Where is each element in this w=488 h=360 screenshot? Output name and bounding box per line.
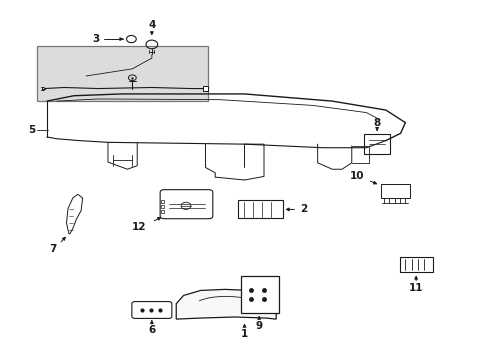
FancyBboxPatch shape: [160, 210, 163, 213]
Text: 3: 3: [92, 34, 99, 44]
Text: 10: 10: [349, 171, 363, 181]
Text: 2: 2: [300, 204, 307, 215]
Text: 6: 6: [148, 325, 155, 334]
Text: 12: 12: [131, 222, 145, 231]
FancyBboxPatch shape: [364, 134, 389, 154]
Text: 5: 5: [28, 125, 35, 135]
Text: 4: 4: [148, 20, 155, 30]
FancyBboxPatch shape: [132, 302, 171, 319]
FancyBboxPatch shape: [240, 276, 278, 313]
FancyBboxPatch shape: [203, 86, 207, 91]
FancyBboxPatch shape: [399, 257, 432, 272]
FancyBboxPatch shape: [160, 205, 163, 208]
FancyBboxPatch shape: [160, 190, 212, 219]
FancyBboxPatch shape: [237, 200, 282, 219]
Text: 7: 7: [50, 244, 57, 254]
FancyBboxPatch shape: [160, 200, 163, 203]
Text: 8: 8: [373, 118, 380, 128]
Text: 11: 11: [408, 283, 423, 293]
Polygon shape: [176, 289, 276, 319]
Text: 9: 9: [255, 321, 262, 331]
Text: 1: 1: [241, 329, 247, 339]
FancyBboxPatch shape: [37, 45, 207, 101]
